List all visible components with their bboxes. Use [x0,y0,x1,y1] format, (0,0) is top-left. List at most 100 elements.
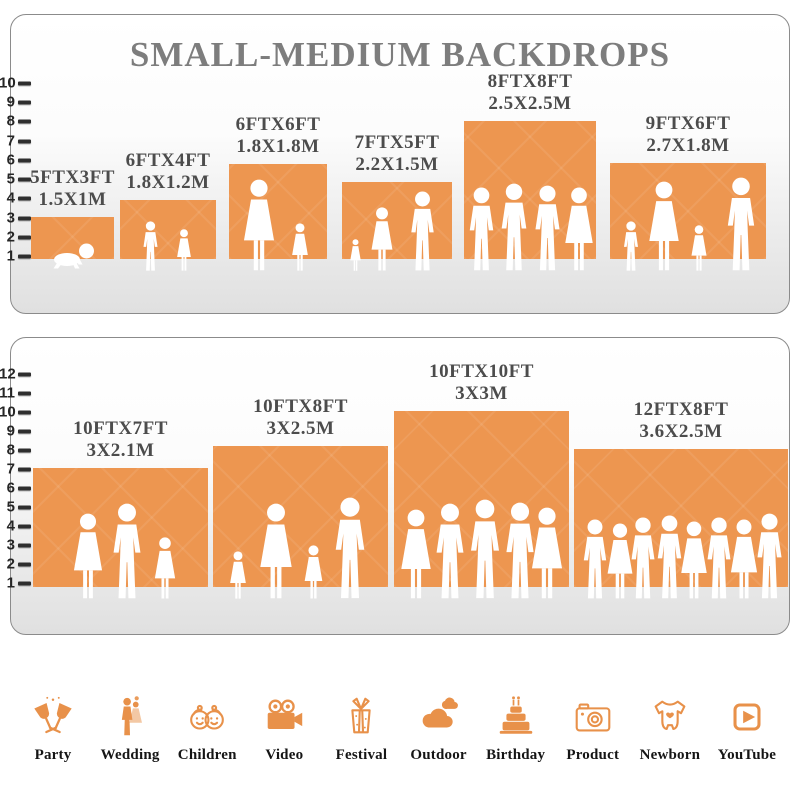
backdrop-rect [610,163,766,271]
backdrop-7x5: 7FTX5FT 2.2X1.5M [342,132,452,271]
category-product: Product [558,694,628,764]
tick-mark [18,158,31,162]
backdrop-size-label: 10FTX8FT 3X2.5M [253,396,348,440]
backdrop-rect [31,217,114,269]
movie-camera-icon [268,699,303,729]
backdrop-5x3: 5FTX3FT 1.5X1M [30,167,115,269]
tick-label: 10 [0,74,16,92]
tick-label: 5 [6,170,15,188]
ruler-tick-12: 12 [0,366,31,383]
play-button-icon [733,703,761,731]
size-ft: 5FTX3FT [30,166,115,188]
tick-label: 11 [0,384,15,402]
backdrop-rect [464,121,596,271]
tick-mark [18,235,31,239]
tick-mark [18,100,31,104]
ruler-tick-3: 3 [7,537,31,554]
tick-label: 5 [6,498,15,516]
tick-mark [18,505,31,509]
size-ft: 10FTX7FT [73,417,168,439]
tick-label: 8 [6,441,15,459]
backdrop-8x8: 8FTX8FT 2.5X2.5M [464,70,596,271]
category-video: Video [249,694,319,764]
photo-camera-icon [575,703,611,732]
category-label: Newborn [639,747,701,763]
tick-mark [18,543,31,547]
backdrop-rect [213,446,388,599]
ruler-tick-5: 5 [7,499,31,516]
category-newborn: Newborn [635,694,705,764]
tick-mark [18,524,31,528]
tick-label: 7 [6,460,15,478]
category-row: Party Wedding [0,664,800,764]
ruler-tick-11: 11 [0,385,31,402]
size-ft: 9FTX6FT [645,112,731,134]
ruler-tick-7: 7 [7,461,31,478]
category-label: Video [265,747,304,763]
backdrop-size-label: 7FTX5FT 2.2X1.5M [355,132,440,176]
category-label: Festival [335,747,388,763]
category-youtube: YouTube [712,694,782,764]
ruler-tick-4: 4 [7,190,31,207]
backdrop-size-label: 12FTX8FT 3.6X2.5M [634,399,729,443]
size-m: 2.5X2.5M [488,92,572,114]
ruler-tick-9: 9 [7,94,31,111]
size-m: 3X2.5M [266,417,335,439]
party-glasses-icon [34,696,72,734]
tick-mark [18,119,31,123]
category-wedding: Wedding [95,694,165,764]
ruler-tick-4: 4 [7,518,31,535]
ruler-tick-1: 1 [7,575,31,592]
ruler-tick-1: 1 [7,248,31,265]
size-ft: 7FTX5FT [354,131,440,153]
tick-mark [18,448,31,452]
ruler-tick-5: 5 [7,171,31,188]
category-label: YouTube [717,747,777,763]
backdrop-size-label: 9FTX6FT 2.7X1.8M [646,113,731,157]
panel-small-backdrops: SMALL-MEDIUM BACKDROPS 10 9 8 7 6 5 4 3 … [0,14,790,314]
size-ft: 6FTX6FT [235,113,321,135]
category-label: Outdoor [410,747,467,763]
ruler-tick-10: 10 [0,404,31,421]
tick-mark [18,486,31,490]
tick-label: 4 [6,517,15,535]
tick-label: 6 [6,151,15,169]
size-m: 2.7X1.8M [646,134,730,156]
ruler-tick-8: 8 [7,442,31,459]
backdrop-10x7: 10FTX7FT 3X2.1M [33,417,208,599]
panel-medium-backdrops: 12 11 10 9 8 7 6 5 4 3 2 1 10FTX7FT 3X2.… [0,337,790,635]
family-silhouettes [624,177,755,271]
tick-mark [18,467,31,471]
tick-label: 3 [6,536,15,554]
size-m: 3X2.1M [86,439,155,461]
tick-mark [18,410,31,414]
category-outdoor: Outdoor [404,694,474,764]
ruler-tick-2: 2 [7,229,31,246]
ruler-tick-7: 7 [7,133,31,150]
tick-mark [18,391,31,395]
category-label: Wedding [100,747,160,763]
category-children: Children [172,694,242,764]
tick-label: 4 [6,189,15,207]
category-label: Children [177,747,237,763]
ruler-tick-6: 6 [7,480,31,497]
category-festival: Festival [326,694,396,764]
size-ft: 8FTX8FT [487,70,573,92]
backdrop-9x6: 9FTX6FT 2.7X1.8M [610,113,766,271]
tick-label: 8 [6,112,15,130]
size-m: 1.8X1.2M [126,171,210,193]
size-ft: 10FTX8FT [253,395,348,417]
tick-label: 6 [6,479,15,497]
backdrop-12x8: 12FTX8FT 3.6X2.5M [574,399,788,599]
backdrop-size-label: 5FTX3FT 1.5X1M [30,167,115,211]
birthday-cake-icon [499,696,532,734]
size-ft: 12FTX8FT [633,398,729,420]
category-label: Product [566,747,620,763]
wedding-couple-icon [121,696,143,736]
baby-silhouette [53,243,94,269]
tick-mark [18,372,31,376]
tick-mark [18,581,31,585]
backdrop-10x8: 10FTX8FT 3X2.5M [213,396,388,599]
ruler-tick-3: 3 [7,210,31,227]
category-label: Party [34,747,72,763]
